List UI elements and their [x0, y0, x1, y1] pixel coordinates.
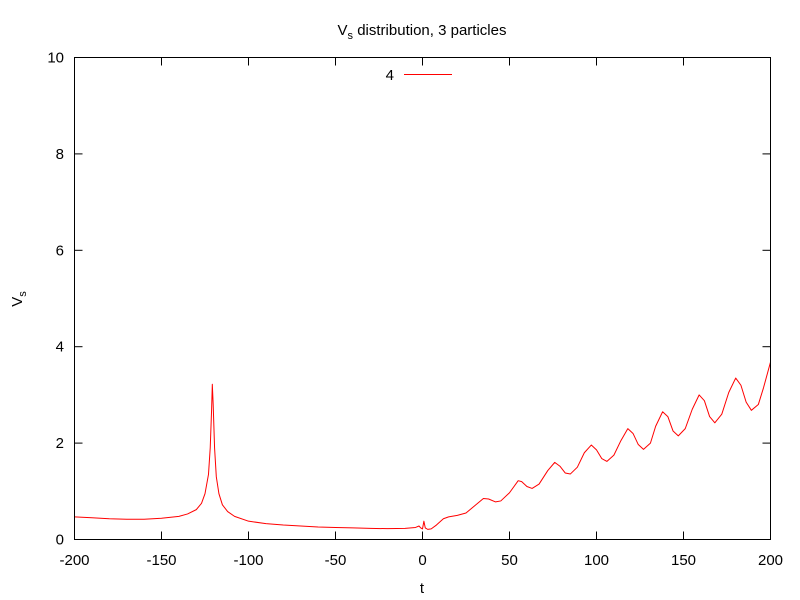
- y-tick-label-3: 6: [56, 242, 64, 259]
- chart-title-main: V: [338, 22, 348, 39]
- x-tick-label-5: 50: [501, 552, 518, 569]
- x-tick-label-2: -100: [233, 552, 263, 569]
- chart-title-rest: distribution, 3 particles: [353, 22, 506, 39]
- chart-title-subscript: s: [348, 30, 354, 42]
- y-tick-label-4: 8: [56, 146, 64, 163]
- y-axis-title-main: V: [9, 297, 26, 307]
- legend-label: 4: [386, 67, 394, 84]
- x-tick-label-8: 200: [758, 552, 783, 569]
- chart-title: Vs distribution, 3 particles: [338, 22, 507, 42]
- x-tick-label-0: -200: [59, 552, 89, 569]
- series-layer: [74, 361, 771, 530]
- x-tick-label-7: 150: [671, 552, 696, 569]
- plot-frame: [74, 57, 771, 540]
- y-tick-label-2: 4: [56, 339, 64, 356]
- series-line-0: [74, 361, 771, 530]
- y-tick-label-1: 2: [56, 435, 64, 452]
- y-tick-label-5: 10: [47, 50, 64, 67]
- tick-labels: -200 -150 -100 -50 0 50 100 150 200 0 2 4 6 8 10: [47, 50, 783, 570]
- x-tick-label-6: 100: [584, 552, 609, 569]
- y-axis-title: Vs: [9, 291, 29, 307]
- x-tick-label-1: -150: [146, 552, 176, 569]
- y-axis-title-subscript: s: [17, 291, 29, 297]
- x-axis-title: t: [420, 580, 425, 597]
- x-tick-label-4: 0: [418, 552, 426, 569]
- legend: 4: [386, 67, 452, 84]
- x-tick-label-3: -50: [325, 552, 347, 569]
- y-tick-label-0: 0: [56, 532, 64, 549]
